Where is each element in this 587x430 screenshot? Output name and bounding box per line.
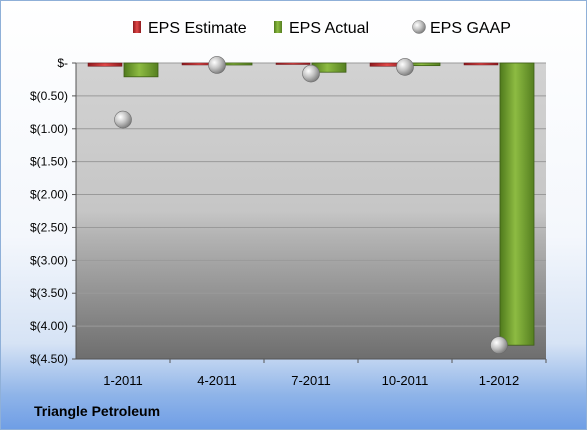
x-tick-label: 4-2011	[197, 373, 237, 388]
legend-label: EPS Estimate	[148, 20, 247, 37]
legend-label: EPS Actual	[289, 20, 369, 37]
legend-swatch	[274, 21, 282, 33]
x-tick-label: 1-2012	[479, 373, 519, 388]
company-name: Triangle Petroleum	[34, 403, 161, 419]
y-tick-label: $-	[57, 56, 68, 70]
legend: EPS Estimate EPS Actual EPS GAAP	[133, 20, 511, 37]
eps-gaap-marker	[302, 64, 320, 83]
eps-estimate-bar	[275, 62, 311, 65]
legend-swatch	[412, 20, 426, 34]
y-tick-label: $(4.00)	[30, 319, 68, 333]
plot-area: $- $(0.50) $(1.00) $(1.50) $(2.00) $(2.50) $(3…	[30, 56, 547, 388]
plot-background	[76, 63, 546, 359]
legend-label: EPS GAAP	[430, 20, 511, 37]
y-tick-label: $(2.50)	[30, 220, 68, 234]
eps-gaap-marker	[396, 58, 414, 76]
eps-actual-bar	[123, 62, 159, 78]
y-tick-label: $(0.50)	[30, 89, 68, 103]
y-tick-label: $(1.50)	[30, 155, 68, 169]
legend-swatch	[133, 21, 141, 33]
y-tick-label: $(2.00)	[30, 188, 68, 202]
eps-estimate-bar	[463, 62, 499, 66]
x-tick-label: 10-2011	[382, 373, 429, 388]
y-tick-label: $(3.00)	[30, 253, 68, 267]
eps-gaap-marker	[114, 110, 132, 129]
y-tick-label: $(3.50)	[30, 286, 68, 300]
x-tick-label: 7-2011	[291, 373, 331, 388]
x-tick-label: 1-2011	[103, 373, 143, 388]
y-tick-label: $(4.50)	[30, 352, 68, 366]
eps-estimate-bar	[87, 62, 123, 67]
eps-actual-bar	[499, 62, 535, 346]
eps-gaap-marker	[208, 56, 226, 74]
y-tick-label: $(1.00)	[30, 122, 68, 136]
eps-gaap-marker	[490, 336, 508, 354]
